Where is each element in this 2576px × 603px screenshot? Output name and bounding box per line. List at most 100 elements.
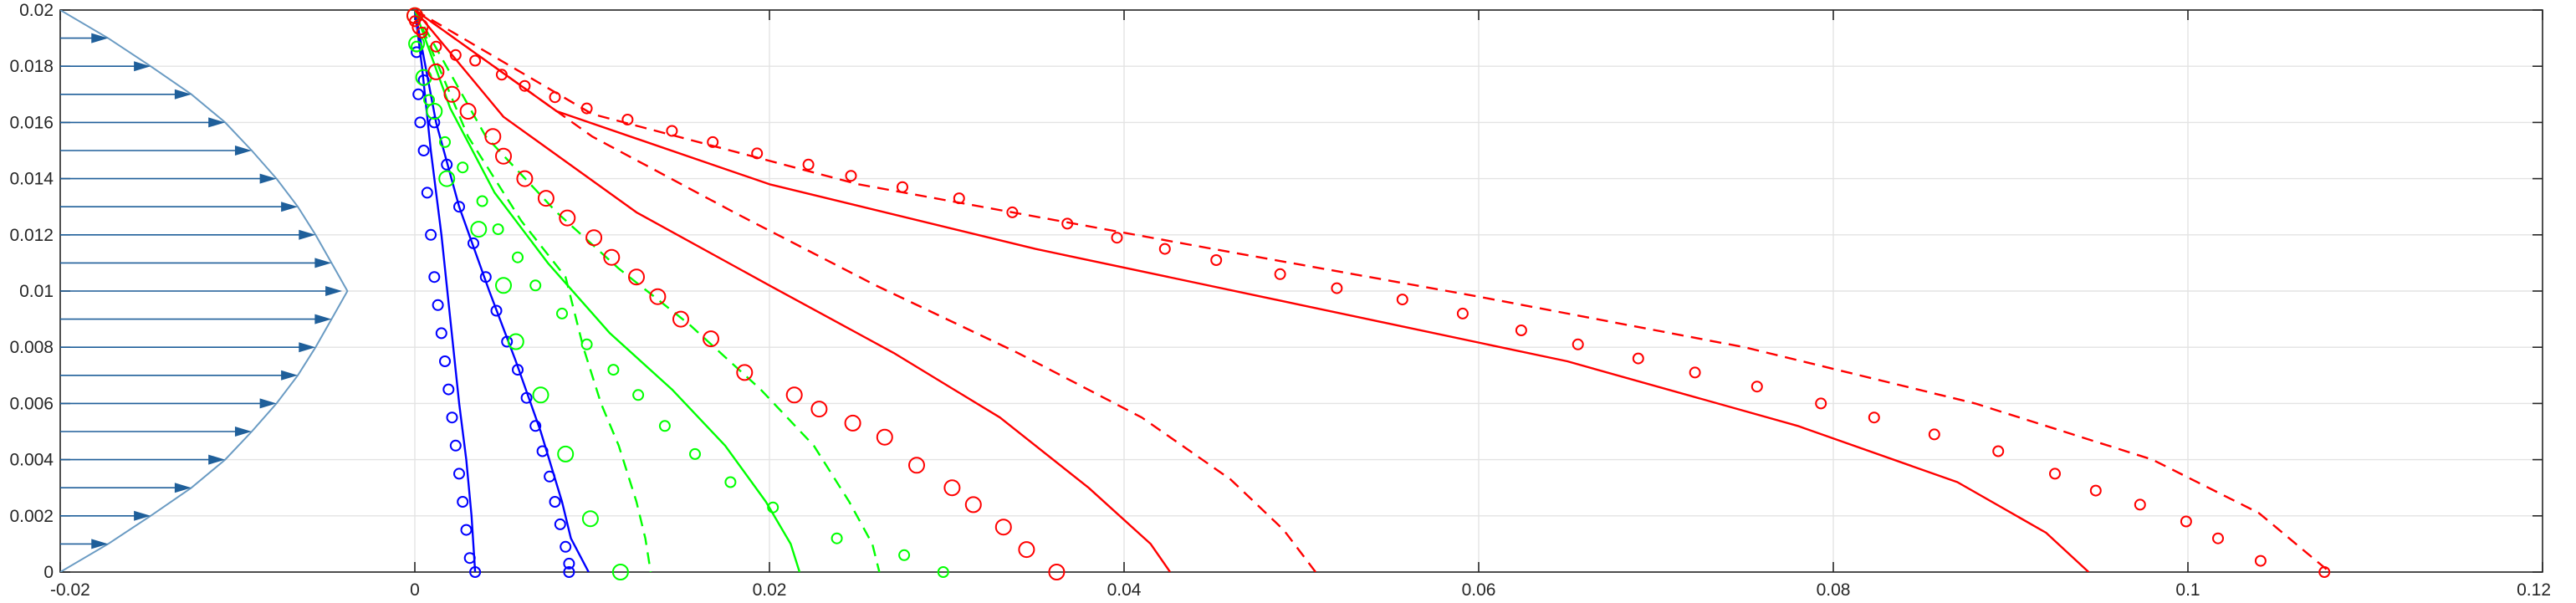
velocity-arrow-head <box>259 173 277 184</box>
data-point <box>468 237 479 249</box>
data-point <box>507 333 524 350</box>
data-point <box>439 355 451 367</box>
data-point <box>463 552 476 565</box>
data-point <box>2049 468 2061 480</box>
data-point <box>421 187 433 199</box>
data-point <box>581 510 599 528</box>
data-point <box>810 401 828 418</box>
series-line <box>413 10 801 572</box>
data-point <box>457 161 469 174</box>
data-point <box>611 564 629 580</box>
data-point <box>1111 232 1123 244</box>
data-point <box>537 190 555 207</box>
velocity-arrow-head <box>314 258 332 268</box>
data-point <box>529 279 542 292</box>
y-tick-label: 0.02 <box>19 1 54 20</box>
data-point <box>876 428 893 446</box>
data-point <box>1992 445 2005 457</box>
data-point <box>908 457 925 474</box>
data-point <box>469 54 482 67</box>
data-point <box>585 229 603 247</box>
data-point <box>964 496 982 514</box>
y-tick-label: 0.012 <box>9 226 54 245</box>
data-point <box>689 447 701 460</box>
data-point <box>994 519 1012 536</box>
x-tick-label: 0.08 <box>1817 580 1851 600</box>
data-point <box>492 223 504 236</box>
y-tick-label: 0.008 <box>9 338 54 357</box>
data-point <box>1210 254 1223 266</box>
data-point <box>943 479 961 497</box>
data-point <box>580 102 593 115</box>
velocity-arrow-head <box>325 286 343 296</box>
data-point <box>520 391 533 404</box>
velocity-profile <box>60 10 349 572</box>
y-tick-label: 0 <box>43 563 54 582</box>
data-point <box>490 304 503 317</box>
velocity-arrow-head <box>234 427 252 437</box>
data-point <box>1331 282 1343 294</box>
data-point <box>416 26 428 38</box>
x-tick-label: 0.12 <box>2517 580 2551 600</box>
velocity-arrow-head <box>314 314 332 324</box>
data-point <box>672 310 689 328</box>
data-point <box>411 40 423 53</box>
data-point <box>443 85 461 103</box>
data-point <box>549 91 561 104</box>
velocity-arrow-head <box>299 229 316 240</box>
data-point <box>428 116 441 129</box>
data-point <box>460 524 473 536</box>
data-point <box>453 468 465 480</box>
data-point <box>544 470 556 483</box>
data-point <box>2089 484 2102 497</box>
data-point <box>470 221 488 238</box>
data-point <box>736 364 754 381</box>
data-point <box>802 158 815 171</box>
data-point <box>1632 352 1644 365</box>
data-point <box>1689 366 1701 379</box>
data-point <box>1456 307 1469 319</box>
velocity-profile-curve <box>60 10 349 572</box>
series-lines <box>413 10 2331 572</box>
velocity-arrow-head <box>259 398 277 409</box>
data-point <box>414 116 427 129</box>
data-point <box>2318 566 2331 578</box>
data-point <box>411 46 423 59</box>
velocity-arrow-head <box>91 539 109 549</box>
data-point <box>1868 411 1880 424</box>
y-tick-label: 0.006 <box>9 394 54 413</box>
data-point <box>557 445 575 462</box>
data-point <box>1061 217 1074 230</box>
data-point <box>532 386 549 404</box>
data-point <box>1006 206 1019 218</box>
data-point <box>549 496 561 508</box>
data-point <box>1018 541 1035 559</box>
data-point <box>484 128 502 146</box>
data-point <box>603 248 621 266</box>
x-tick-label: -0.02 <box>50 580 90 600</box>
data-point <box>559 209 576 227</box>
y-tick-label: 0.002 <box>9 507 54 526</box>
data-point <box>512 364 524 376</box>
data-point <box>495 277 512 294</box>
series-line <box>413 10 881 572</box>
data-point <box>449 49 462 61</box>
data-point <box>707 135 719 148</box>
data-point <box>658 420 671 432</box>
data-point <box>632 389 645 401</box>
velocity-arrow-head <box>208 117 226 128</box>
data-point <box>1048 564 1066 580</box>
data-point <box>607 364 620 376</box>
series-line <box>413 10 477 572</box>
data-point <box>469 566 482 578</box>
data-point <box>1274 268 1286 280</box>
data-point <box>649 288 667 305</box>
data-point <box>1572 338 1584 350</box>
velocity-arrow-head <box>299 342 316 353</box>
data-point <box>495 147 512 165</box>
data-point <box>897 181 908 193</box>
data-point <box>767 501 779 514</box>
data-point <box>425 228 437 241</box>
data-point <box>751 147 764 160</box>
data-point <box>703 330 719 348</box>
